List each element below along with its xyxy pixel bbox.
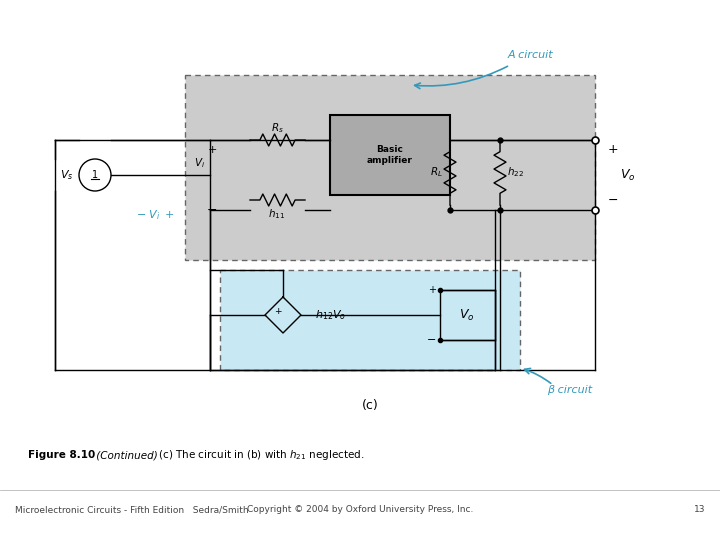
- Text: (c): (c): [361, 399, 379, 411]
- Text: $R_L$: $R_L$: [430, 165, 442, 179]
- Text: (c) The circuit in (b) with $h_{21}$ neglected.: (c) The circuit in (b) with $h_{21}$ neg…: [155, 448, 364, 462]
- Text: +: +: [608, 143, 618, 156]
- Text: $-\ V_i\ +$: $-\ V_i\ +$: [135, 208, 174, 222]
- Text: +: +: [207, 145, 217, 155]
- Text: $h_{12}V_o$: $h_{12}V_o$: [315, 308, 346, 322]
- Circle shape: [79, 159, 111, 191]
- Bar: [185, 75, 595, 260]
- Text: $V_s$: $V_s$: [60, 168, 73, 182]
- Text: −: −: [608, 194, 618, 207]
- Text: −: −: [427, 335, 437, 345]
- Text: $R_s$: $R_s$: [271, 121, 284, 135]
- Text: 13: 13: [693, 505, 705, 515]
- Text: 1: 1: [92, 170, 98, 180]
- Bar: [220, 270, 520, 370]
- Text: +: +: [428, 285, 436, 295]
- Text: $h_{22}$: $h_{22}$: [508, 165, 524, 179]
- Text: Figure 8.10: Figure 8.10: [28, 450, 95, 460]
- Bar: [440, 290, 495, 340]
- Text: Basic
amplifier: Basic amplifier: [367, 145, 413, 165]
- Text: $V_o$: $V_o$: [620, 167, 636, 183]
- Text: −: −: [207, 204, 217, 217]
- Text: Copyright © 2004 by Oxford University Press, Inc.: Copyright © 2004 by Oxford University Pr…: [247, 505, 473, 515]
- Text: A circuit: A circuit: [507, 50, 553, 60]
- Text: Microelectronic Circuits - Fifth Edition   Sedra/Smith: Microelectronic Circuits - Fifth Edition…: [15, 505, 248, 515]
- Text: β circuit: β circuit: [547, 385, 593, 395]
- Text: $h_{11}$: $h_{11}$: [269, 207, 286, 221]
- Bar: [330, 115, 450, 195]
- Text: (Continued): (Continued): [93, 450, 158, 460]
- Text: $V_i$: $V_i$: [194, 156, 205, 170]
- Text: $V_o$: $V_o$: [459, 307, 474, 322]
- Text: +: +: [274, 307, 282, 316]
